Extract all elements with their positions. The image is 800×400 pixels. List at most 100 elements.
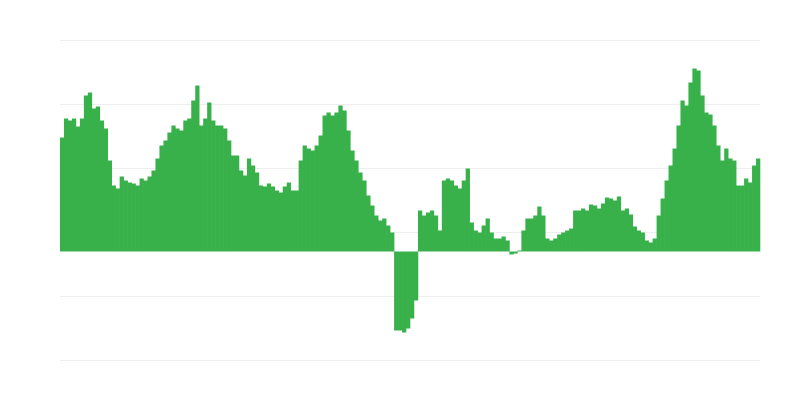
bar <box>382 218 387 252</box>
bar <box>334 112 339 252</box>
bar <box>207 102 212 252</box>
bar <box>744 178 749 252</box>
bar <box>680 100 685 252</box>
bar <box>720 160 725 252</box>
bar <box>636 230 641 252</box>
bar <box>577 210 582 252</box>
bar <box>115 188 120 252</box>
bar <box>513 251 518 254</box>
bar <box>437 230 443 252</box>
bar <box>354 160 359 252</box>
bar <box>421 215 427 252</box>
bar <box>517 250 522 252</box>
bar <box>461 180 466 252</box>
bar <box>191 100 196 252</box>
bar <box>274 190 280 252</box>
bar <box>732 160 737 252</box>
bar <box>215 125 220 252</box>
bar <box>449 180 455 252</box>
bar <box>632 226 638 252</box>
bar <box>505 240 510 252</box>
bar <box>199 125 204 252</box>
bar <box>390 232 395 252</box>
bar <box>477 232 482 252</box>
bar <box>410 251 415 319</box>
bar <box>143 180 148 252</box>
bar <box>60 137 65 252</box>
bar <box>95 106 101 252</box>
bar <box>696 70 701 252</box>
bar <box>648 242 653 252</box>
bar <box>278 192 284 252</box>
bar <box>569 228 574 252</box>
bar <box>99 120 105 252</box>
bar <box>223 128 228 252</box>
bar <box>465 168 470 252</box>
bar <box>557 234 562 252</box>
bar <box>469 222 474 252</box>
bar <box>604 197 610 252</box>
bar <box>103 128 109 252</box>
bar <box>167 132 172 252</box>
bar <box>394 251 399 331</box>
bar <box>139 178 144 252</box>
bar <box>585 210 590 252</box>
bar <box>628 214 634 252</box>
bar <box>660 198 665 252</box>
bar <box>135 185 140 252</box>
bar <box>521 230 526 252</box>
bar <box>75 126 81 252</box>
bar <box>338 105 343 252</box>
bar <box>111 185 116 252</box>
bar <box>616 196 622 252</box>
bar <box>656 215 661 252</box>
bar <box>286 182 291 252</box>
bar <box>91 108 97 252</box>
bar <box>119 176 124 252</box>
bar <box>322 115 327 252</box>
bar <box>242 175 248 252</box>
bar <box>441 180 447 252</box>
bar <box>529 218 534 252</box>
bar <box>533 215 538 252</box>
bar <box>724 148 729 252</box>
bar <box>107 160 113 252</box>
bar <box>541 215 546 252</box>
bar <box>370 205 375 252</box>
bar <box>306 148 311 252</box>
bar <box>171 125 176 252</box>
bar <box>596 208 602 252</box>
bar <box>314 145 319 252</box>
bar <box>374 215 379 252</box>
bar <box>246 158 252 252</box>
bar <box>270 186 276 252</box>
bar <box>254 172 260 252</box>
bar <box>250 165 256 252</box>
bar <box>231 155 236 252</box>
bar <box>398 251 403 331</box>
bar <box>457 188 463 252</box>
bar <box>258 185 264 252</box>
bar <box>501 236 506 252</box>
bar <box>131 183 136 252</box>
bar <box>302 145 307 252</box>
bar <box>581 208 586 252</box>
bar <box>676 125 681 252</box>
bar <box>445 178 451 252</box>
bar <box>545 238 550 252</box>
bar <box>326 112 331 252</box>
bar <box>752 165 757 252</box>
bar <box>183 120 188 252</box>
bar <box>612 200 618 252</box>
bar <box>620 210 626 252</box>
bar <box>83 95 89 252</box>
bar <box>553 238 558 252</box>
bar <box>235 155 240 252</box>
bar <box>640 232 645 252</box>
bar <box>342 110 347 252</box>
bar <box>600 203 606 252</box>
bar <box>402 251 407 333</box>
bar <box>561 232 566 252</box>
bar <box>282 186 288 252</box>
